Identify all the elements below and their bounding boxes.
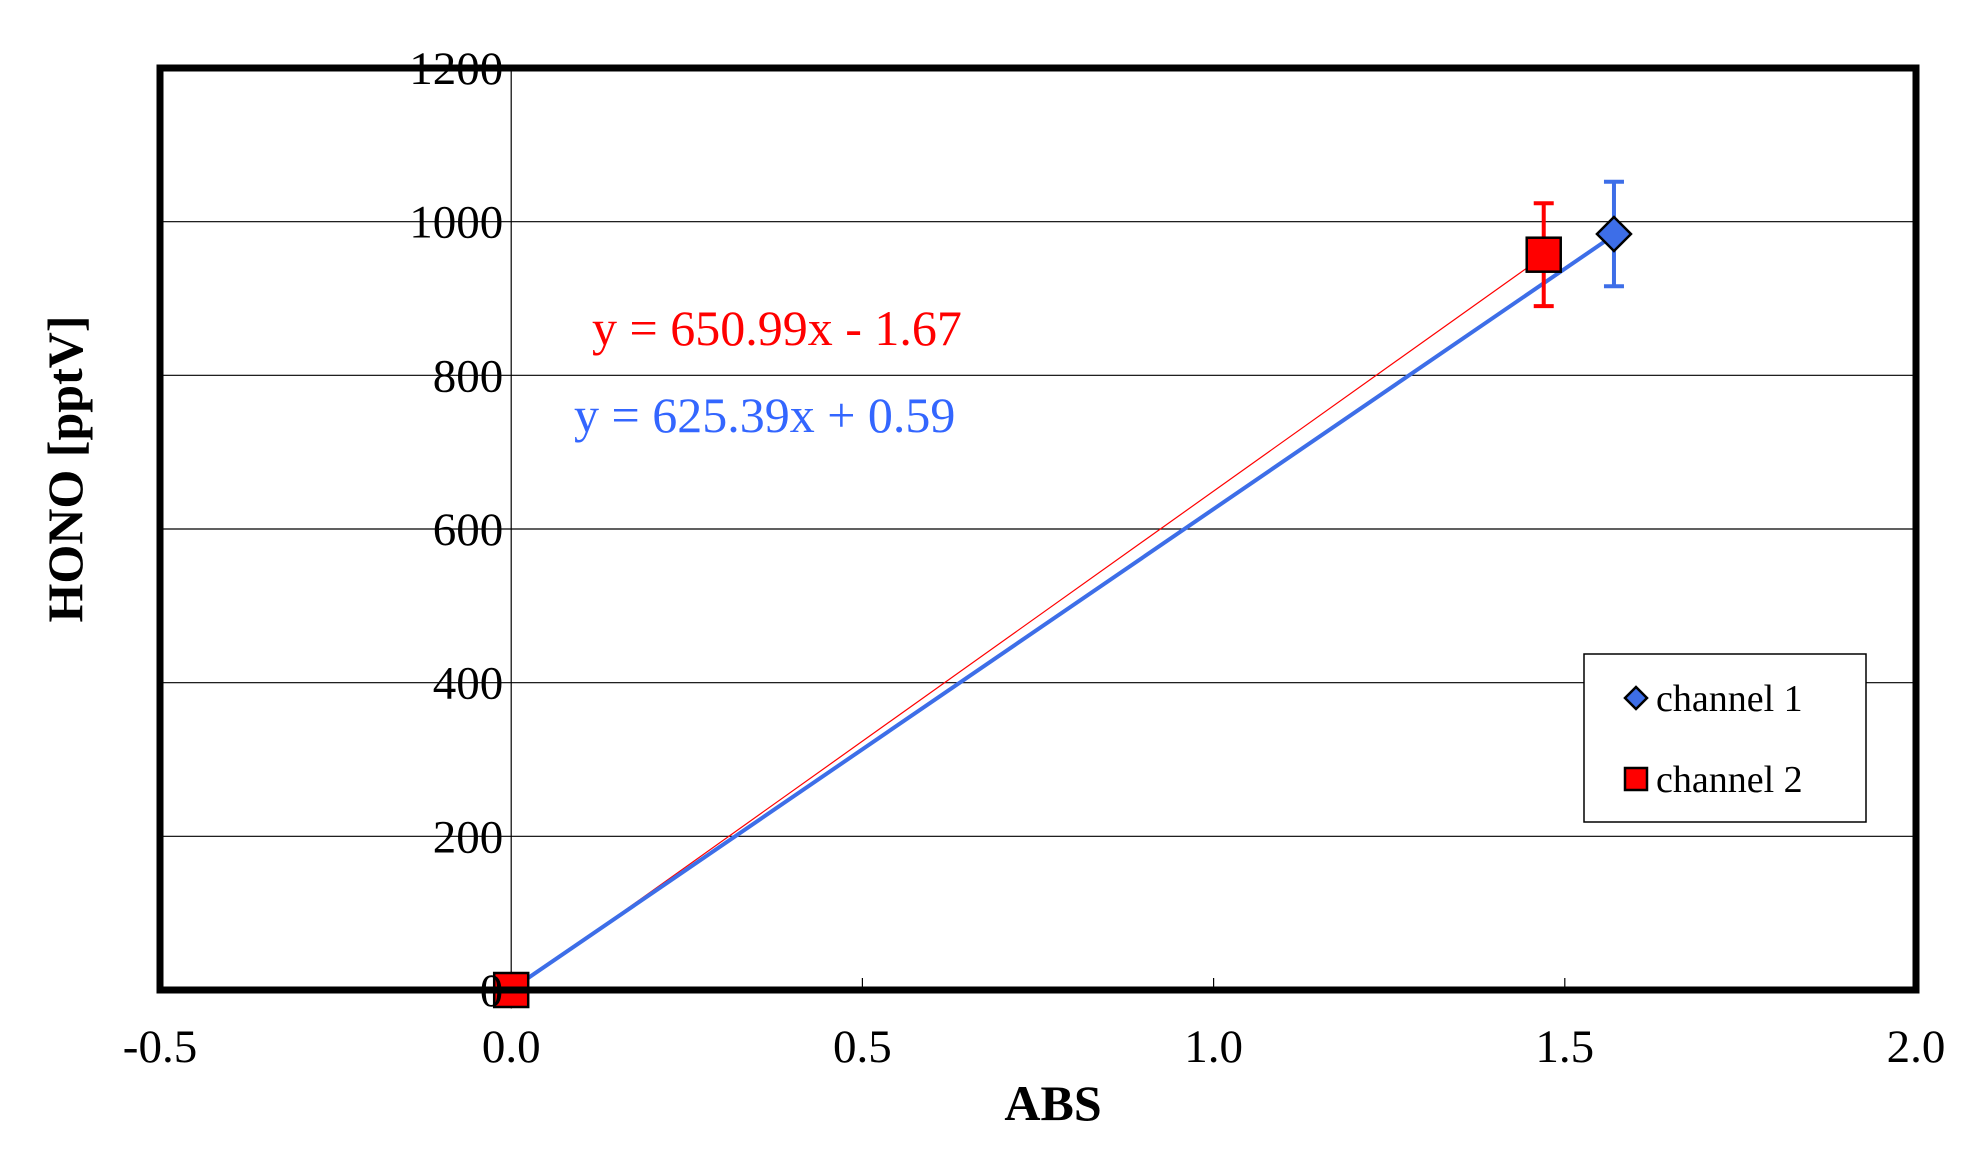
fit-equation-channel-2: y = 650.99x - 1.67	[592, 300, 962, 356]
fit-lines	[510, 233, 1616, 992]
y-tick-label: 1200	[409, 43, 503, 95]
legend: channel 1 channel 2	[1583, 653, 1867, 823]
legend-diamond-marker	[1623, 685, 1649, 711]
legend-marker-channel-1	[1623, 685, 1649, 711]
x-axis-title: ABS	[1004, 1075, 1101, 1131]
data-point-channel-2	[1525, 236, 1562, 273]
x-tick-label: 0.5	[833, 1021, 892, 1073]
data-point-channel-1	[1595, 215, 1633, 253]
x-axis-tick-labels: -0.5 0.0 0.5 1.0 1.5 2.0	[123, 1021, 1946, 1073]
legend-marker-channel-2	[1623, 766, 1649, 792]
fit-line-channel-2	[510, 255, 1545, 992]
y-tick-label: 400	[433, 658, 504, 710]
legend-box	[1583, 653, 1867, 823]
plot-frame	[156, 64, 1920, 994]
legend-label-channel-1: channel 1	[1656, 678, 1803, 720]
y-axis-tick-labels: 0 200 400 600 800 1000 1200	[409, 43, 503, 1017]
gridlines	[160, 68, 1916, 990]
x-tick-label: 0.0	[482, 1021, 541, 1073]
fit-equation-channel-1: y = 625.39x + 0.59	[574, 387, 955, 443]
y-tick-label: 600	[433, 504, 504, 556]
x-tick-label: 1.0	[1184, 1021, 1243, 1073]
y-tick-label: 0	[480, 965, 504, 1017]
y-tick-label: 200	[433, 811, 504, 863]
x-tick-label: 1.5	[1535, 1021, 1594, 1073]
fit-line-channel-1	[510, 233, 1616, 992]
y-tick-label: 800	[433, 350, 504, 402]
legend-label-channel-2: channel 2	[1656, 759, 1803, 801]
y-tick-label: 1000	[409, 197, 503, 249]
x-tick-label: -0.5	[123, 1021, 197, 1073]
x-tick-label: 2.0	[1887, 1021, 1946, 1073]
legend-square-marker	[1623, 766, 1649, 792]
y-axis-title: HONO [pptV]	[37, 316, 93, 623]
